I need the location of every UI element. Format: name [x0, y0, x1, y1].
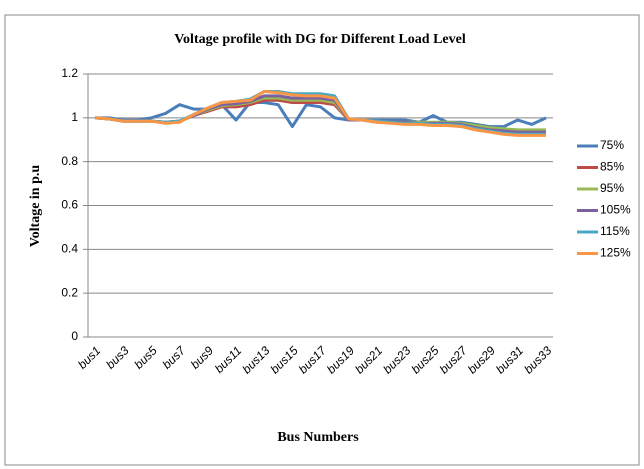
legend-label: 95% — [600, 181, 624, 195]
chart-title: Voltage profile with DG for Different Lo… — [174, 32, 466, 47]
y-tick-label: 0 — [71, 329, 78, 343]
y-tick-label: 0.6 — [61, 198, 78, 212]
chart-border — [4, 14, 640, 466]
y-axis-title: Voltage in p.u — [28, 165, 43, 248]
y-tick-label: 1.2 — [61, 66, 78, 80]
y-tick-label: 1 — [71, 110, 78, 124]
legend-label: 105% — [600, 203, 631, 217]
legend-label: 85% — [600, 160, 624, 174]
series-line — [94, 90, 546, 137]
y-tick-label: 0.8 — [61, 154, 78, 168]
legend-label: 75% — [600, 138, 624, 152]
legend-label: 125% — [600, 246, 631, 260]
x-axis-title: Bus Numbers — [277, 430, 359, 445]
y-tick-label: 0.4 — [61, 242, 78, 256]
y-tick-label: 0.2 — [61, 285, 78, 299]
legend-label: 115% — [600, 224, 630, 238]
